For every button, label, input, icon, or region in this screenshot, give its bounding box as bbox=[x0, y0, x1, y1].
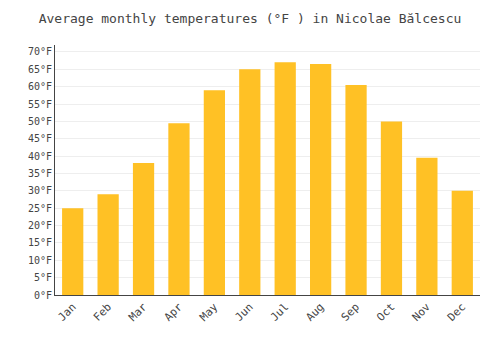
svg-text:Jul: Jul bbox=[268, 301, 291, 324]
svg-text:15°F: 15°F bbox=[28, 237, 52, 248]
svg-text:Sep: Sep bbox=[339, 301, 362, 324]
svg-text:Feb: Feb bbox=[91, 301, 114, 324]
svg-text:35°F: 35°F bbox=[28, 168, 52, 179]
svg-text:0°F: 0°F bbox=[34, 290, 52, 301]
svg-text:10°F: 10°F bbox=[28, 255, 52, 266]
svg-text:25°F: 25°F bbox=[28, 203, 52, 214]
svg-text:Jan: Jan bbox=[55, 301, 78, 324]
svg-text:60°F: 60°F bbox=[28, 81, 52, 92]
svg-text:May: May bbox=[197, 300, 221, 324]
svg-text:5°F: 5°F bbox=[34, 272, 52, 283]
svg-text:65°F: 65°F bbox=[28, 64, 52, 75]
svg-text:Apr: Apr bbox=[162, 300, 186, 324]
svg-text:Dec: Dec bbox=[445, 301, 468, 324]
svg-text:Mar: Mar bbox=[126, 300, 150, 324]
svg-text:Aug: Aug bbox=[303, 301, 326, 324]
svg-text:Average monthly temperatures (: Average monthly temperatures (°F ) in Ni… bbox=[39, 11, 462, 26]
svg-text:Jun: Jun bbox=[233, 301, 256, 324]
svg-text:70°F: 70°F bbox=[28, 46, 52, 57]
svg-text:20°F: 20°F bbox=[28, 220, 52, 231]
svg-text:50°F: 50°F bbox=[28, 116, 52, 127]
svg-text:30°F: 30°F bbox=[28, 185, 52, 196]
svg-text:Nov: Nov bbox=[410, 300, 434, 324]
svg-text:45°F: 45°F bbox=[28, 133, 52, 144]
svg-text:40°F: 40°F bbox=[28, 151, 52, 162]
svg-text:Oct: Oct bbox=[374, 301, 397, 324]
svg-text:55°F: 55°F bbox=[28, 99, 52, 110]
